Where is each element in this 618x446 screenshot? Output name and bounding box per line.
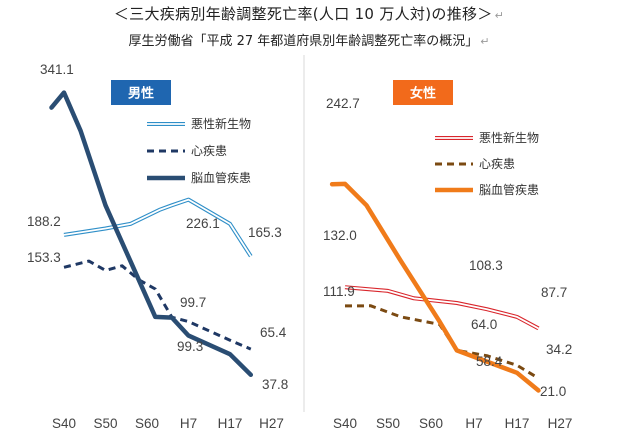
gender-badge-label: 男性 [128, 86, 154, 102]
x-tick-label: S40 [52, 416, 76, 431]
x-tick-label: H27 [259, 416, 284, 431]
x-tick-label: S60 [419, 416, 443, 431]
data-label: 99.7 [180, 295, 206, 310]
gender-badge-label: 女性 [410, 86, 436, 102]
data-label: 37.8 [262, 377, 288, 392]
series-line-1 [63, 259, 252, 351]
gender-badge [111, 80, 171, 105]
data-label: 165.3 [248, 225, 282, 240]
x-tick-label: S50 [93, 416, 117, 431]
gender-badge [393, 80, 453, 105]
series-line-2 [49, 90, 254, 378]
series-line-0-inner [344, 286, 539, 330]
legend-label: 悪性新生物 [479, 130, 539, 145]
data-label: 64.0 [471, 317, 497, 332]
data-label: 226.1 [186, 216, 220, 231]
legend-label: 脳血管疾患 [479, 182, 539, 197]
return-mark-icon: ↵ [494, 9, 505, 22]
x-tick-label: H17 [218, 416, 243, 431]
data-label: 99.3 [177, 339, 203, 354]
x-tick-label: S60 [135, 416, 159, 431]
x-tick-label: S40 [333, 416, 357, 431]
data-label: 34.2 [546, 342, 572, 357]
legend-label: 心疾患 [191, 143, 227, 158]
chart-title-text: ＜三大疾病別年齢調整死亡率(人口 10 万人対)の推移＞ [113, 5, 493, 23]
data-label: 108.3 [469, 258, 503, 273]
series-line-0-inner [63, 198, 252, 257]
legend-label: 悪性新生物 [191, 116, 251, 131]
series-line-0 [63, 197, 253, 258]
male-chart: S40 S50 S60 H7 H17 H27 341.1 188.2 226.1 165.3 153… [27, 62, 288, 431]
chart-subtitle-text: 厚生労働省「平成 27 年都道府県別年齢調整死亡率の概況」 [128, 34, 479, 49]
data-label: 87.7 [541, 285, 567, 300]
legend-label: 心疾患 [479, 156, 515, 171]
legend-label: 脳血管疾患 [191, 170, 251, 185]
data-label: 132.0 [323, 228, 357, 243]
data-label: 188.2 [27, 214, 61, 229]
data-label: 153.3 [27, 250, 61, 265]
x-tick-label: S50 [376, 416, 400, 431]
data-label: 242.7 [326, 96, 360, 111]
data-label: 58.4 [476, 354, 503, 369]
x-tick-label: H7 [465, 416, 482, 431]
chart-subtitle: 厚生労働省「平成 27 年都道府県別年齢調整死亡率の概況」 ↵ [0, 30, 618, 49]
x-tick-label: H27 [548, 416, 573, 431]
chart-title: ＜三大疾病別年齢調整死亡率(人口 10 万人対)の推移＞ ↵ [0, 3, 618, 24]
x-tick-label: H7 [180, 416, 197, 431]
data-label: 21.0 [540, 384, 566, 399]
data-label: 111.9 [323, 284, 355, 299]
x-tick-label: H17 [505, 416, 530, 431]
female-chart: S40 S50 S60 H7 H17 H27 242.7 132.0 108.3 87.7 111.… [323, 80, 572, 431]
data-label: 341.1 [40, 62, 74, 77]
series-line-2 [329, 181, 541, 393]
return-mark-icon: ↵ [480, 35, 490, 48]
data-label: 65.4 [260, 325, 287, 340]
